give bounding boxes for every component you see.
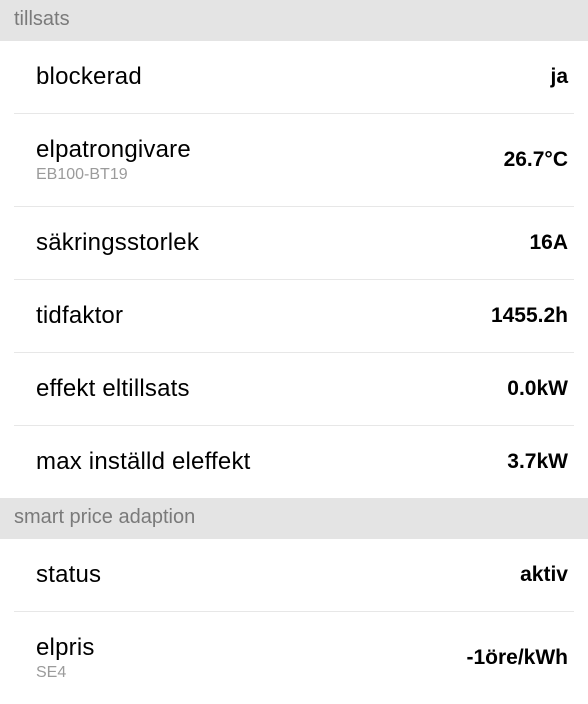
row-status[interactable]: status aktiv	[14, 539, 574, 612]
row-label: max inställd eleffekt	[36, 448, 251, 476]
row-value: 16A	[529, 231, 568, 255]
section-header-smart-price-adaption: smart price adaption	[0, 498, 588, 539]
row-effekt-eltillsats[interactable]: effekt eltillsats 0.0kW	[14, 353, 574, 426]
row-label: elpatrongivare	[36, 136, 191, 164]
label-block: status	[36, 561, 101, 589]
label-block: säkringsstorlek	[36, 229, 199, 257]
row-value: -1öre/kWh	[466, 646, 568, 670]
row-label: status	[36, 561, 101, 589]
row-label: blockerad	[36, 63, 142, 91]
row-value: aktiv	[520, 563, 568, 587]
label-block: max inställd eleffekt	[36, 448, 251, 476]
row-blockerad[interactable]: blockerad ja	[14, 41, 574, 114]
section-body-smart-price-adaption: status aktiv elpris SE4 -1öre/kWh	[0, 539, 588, 704]
row-value: 1455.2h	[491, 304, 568, 328]
row-label: elpris	[36, 634, 95, 662]
row-elpatrongivare[interactable]: elpatrongivare EB100-BT19 26.7°C	[14, 114, 574, 207]
section-body-tillsats: blockerad ja elpatrongivare EB100-BT19 2…	[0, 41, 588, 498]
row-label: tidfaktor	[36, 302, 123, 330]
row-label: säkringsstorlek	[36, 229, 199, 257]
row-sakringsstorlek[interactable]: säkringsstorlek 16A	[14, 207, 574, 280]
row-value: ja	[550, 65, 568, 89]
row-tidfaktor[interactable]: tidfaktor 1455.2h	[14, 280, 574, 353]
label-block: tidfaktor	[36, 302, 123, 330]
row-max-installd-eleffekt[interactable]: max inställd eleffekt 3.7kW	[14, 426, 574, 498]
row-sublabel: EB100-BT19	[36, 166, 191, 184]
section-header-tillsats: tillsats	[0, 0, 588, 41]
label-block: elpris SE4	[36, 634, 95, 682]
row-elpris[interactable]: elpris SE4 -1öre/kWh	[14, 612, 574, 704]
row-value: 3.7kW	[507, 450, 568, 474]
row-value: 0.0kW	[507, 377, 568, 401]
label-block: blockerad	[36, 63, 142, 91]
row-label: effekt eltillsats	[36, 375, 190, 403]
label-block: effekt eltillsats	[36, 375, 190, 403]
row-sublabel: SE4	[36, 664, 95, 682]
row-value: 26.7°C	[504, 148, 568, 172]
label-block: elpatrongivare EB100-BT19	[36, 136, 191, 184]
